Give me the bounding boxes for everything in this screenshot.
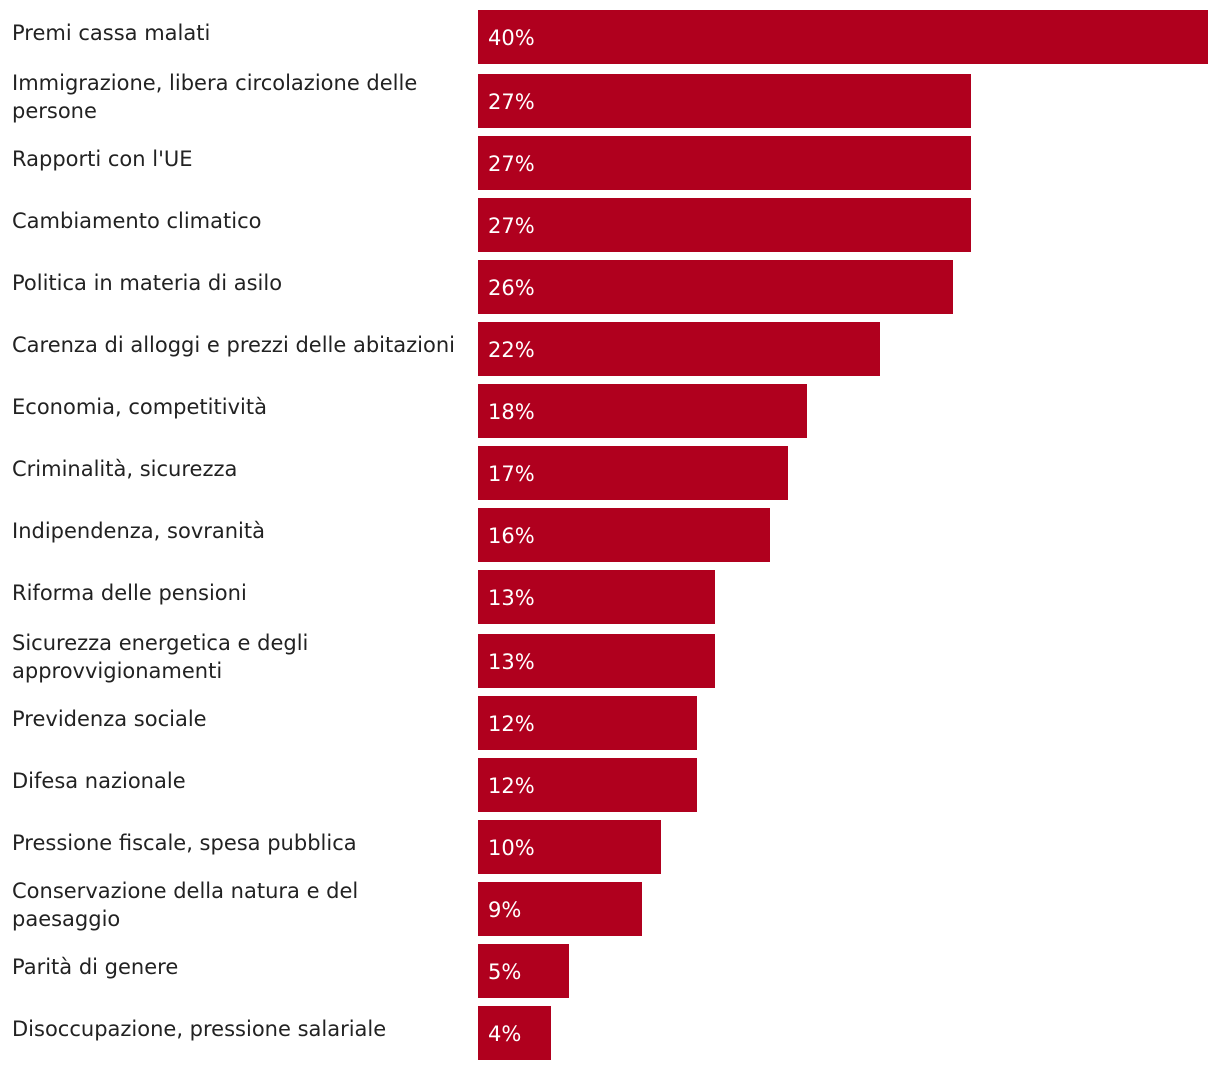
- value-label: 10%: [488, 836, 535, 860]
- value-label: 4%: [488, 1022, 522, 1046]
- bar: 9%: [478, 882, 642, 936]
- bar: 13%: [478, 570, 715, 624]
- category-label: Premi cassa malati: [12, 21, 211, 45]
- value-label: 12%: [488, 712, 535, 736]
- value-label: 27%: [488, 152, 535, 176]
- bar-row: Rapporti con l'UE 27%: [0, 136, 1220, 190]
- bar: 12%: [478, 758, 697, 812]
- bar: 17%: [478, 446, 788, 500]
- bar: 22%: [478, 322, 880, 376]
- bar-row: Conservazione della natura e del paesagg…: [0, 879, 1220, 936]
- bar: 12%: [478, 696, 697, 750]
- bar: 27%: [478, 136, 971, 190]
- bar-row: Politica in materia di asilo 26%: [0, 260, 1220, 314]
- category-label: Criminalità, sicurezza: [12, 457, 238, 481]
- category-label: Immigrazione, libera circolazione delle …: [12, 71, 418, 123]
- bar-row: Premi cassa malati 40%: [0, 10, 1220, 64]
- bar: 27%: [478, 74, 971, 128]
- bar-row: Immigrazione, libera circolazione delle …: [0, 71, 1220, 128]
- category-label: Previdenza sociale: [12, 707, 207, 731]
- value-label: 27%: [488, 90, 535, 114]
- bar: 10%: [478, 820, 661, 874]
- category-label: Politica in materia di asilo: [12, 271, 283, 295]
- value-label: 13%: [488, 586, 535, 610]
- bar: 4%: [478, 1006, 551, 1060]
- bar-row: Difesa nazionale 12%: [0, 758, 1220, 812]
- value-label: 26%: [488, 276, 535, 300]
- bar: 16%: [478, 508, 770, 562]
- bar-row: Criminalità, sicurezza 17%: [0, 446, 1220, 500]
- bar-row: Sicurezza energetica e degli approvvigio…: [0, 631, 1220, 688]
- category-label: Carenza di alloggi e prezzi delle abitaz…: [12, 333, 455, 357]
- value-label: 9%: [488, 898, 522, 922]
- value-label: 5%: [488, 960, 522, 984]
- bar: 26%: [478, 260, 953, 314]
- value-label: 27%: [488, 214, 535, 238]
- bar-row: Disoccupazione, pressione salariale 4%: [0, 1006, 1220, 1060]
- value-label: 22%: [488, 338, 535, 362]
- bar: 18%: [478, 384, 807, 438]
- bar-row: Cambiamento climatico 27%: [0, 198, 1220, 252]
- category-label: Indipendenza, sovranità: [12, 519, 265, 543]
- category-label: Difesa nazionale: [12, 769, 186, 793]
- bar: 40%: [478, 10, 1208, 64]
- category-label: Rapporti con l'UE: [12, 147, 193, 171]
- value-label: 13%: [488, 650, 535, 674]
- bar-row: Carenza di alloggi e prezzi delle abitaz…: [0, 322, 1220, 376]
- category-label: Conservazione della natura e del paesagg…: [12, 879, 359, 931]
- value-label: 12%: [488, 774, 535, 798]
- category-label: Economia, competitività: [12, 395, 267, 419]
- bar: 13%: [478, 634, 715, 688]
- bar-row: Parità di genere 5%: [0, 944, 1220, 998]
- category-label: Cambiamento climatico: [12, 209, 262, 233]
- category-label: Parità di genere: [12, 955, 179, 979]
- bar-row: Economia, competitività 18%: [0, 384, 1220, 438]
- bar-row: Previdenza sociale 12%: [0, 696, 1220, 750]
- value-label: 17%: [488, 462, 535, 486]
- bar-row: Pressione fiscale, spesa pubblica 10%: [0, 820, 1220, 874]
- value-label: 16%: [488, 524, 535, 548]
- category-label: Pressione fiscale, spesa pubblica: [12, 831, 357, 855]
- bar: 27%: [478, 198, 971, 252]
- value-label: 18%: [488, 400, 535, 424]
- category-label: Disoccupazione, pressione salariale: [12, 1017, 387, 1041]
- bar-row: Riforma delle pensioni 13%: [0, 570, 1220, 624]
- category-label: Sicurezza energetica e degli approvvigio…: [12, 631, 309, 683]
- bar: 5%: [478, 944, 569, 998]
- category-label: Riforma delle pensioni: [12, 581, 247, 605]
- value-label: 40%: [488, 26, 535, 50]
- bar-row: Indipendenza, sovranità 16%: [0, 508, 1220, 562]
